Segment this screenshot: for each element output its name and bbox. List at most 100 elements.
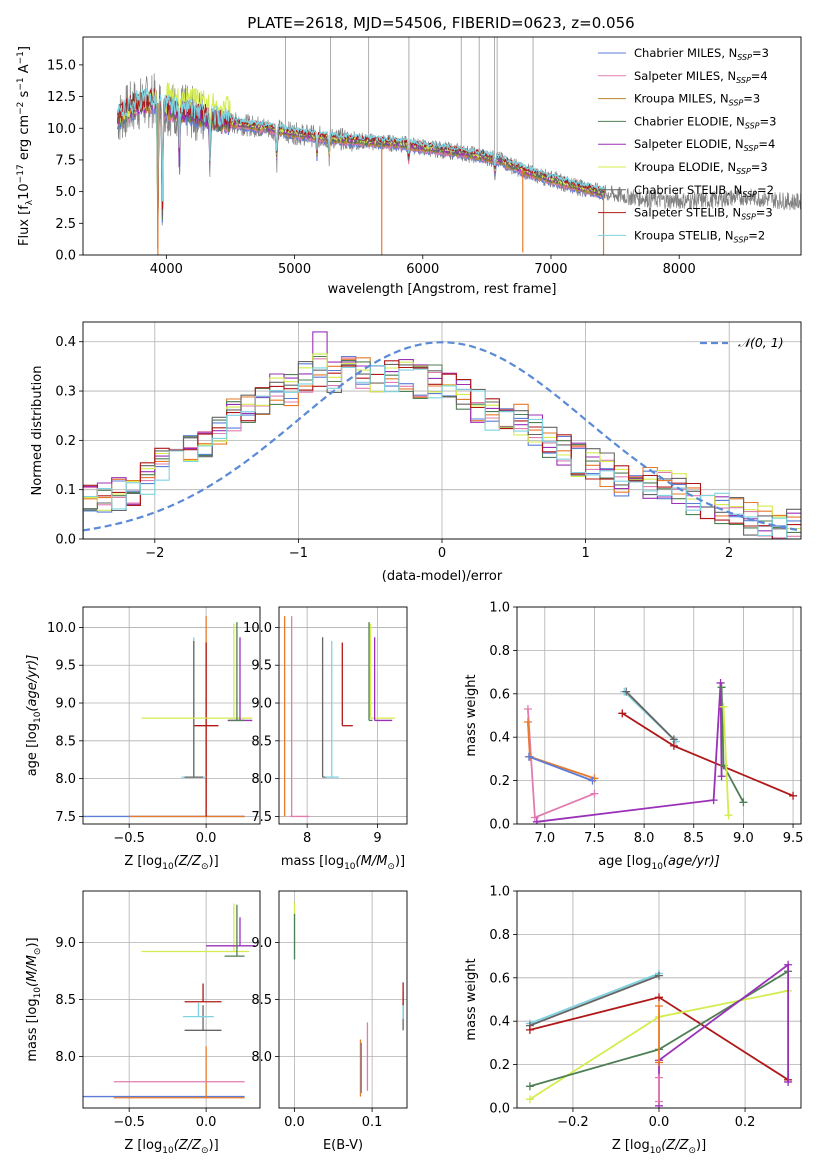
label-part: )] [209, 854, 219, 869]
legend-series-name: Salpeter ELODIE, N [634, 137, 744, 151]
error-bar-point [129, 616, 245, 818]
y-axis-label-group: Flux [fλ10−17 erg cm−2 s−1 A−1] [16, 46, 35, 246]
legend-label: Salpeter MILES, NSSP=4 [634, 69, 768, 85]
x-tick-label: 1 [581, 546, 589, 561]
x-tick-label: 0.1 [362, 1115, 383, 1130]
y-tick-label: 0.8 [489, 644, 510, 659]
y-tick-label: 9.0 [55, 697, 76, 712]
axes-frame [82, 606, 261, 825]
axes-frame [82, 890, 261, 1109]
x-axis-label: Z [log10(Z/Z⊙)] [124, 854, 218, 872]
weight-marker [717, 683, 726, 692]
grid [279, 891, 407, 1108]
y-tick-label: 8.0 [55, 772, 76, 787]
x-tick-label: 5000 [278, 262, 311, 277]
legend-label: Salpeter STELIB, NSSP=3 [634, 206, 773, 222]
weight-marker [655, 1097, 663, 1106]
axes-frame [82, 321, 802, 540]
mass-vs-extinction-panel: 0.0 0.1 8.0 8.5 9.0 E(B-V) [251, 890, 408, 1153]
weight-marker [716, 678, 725, 687]
axes-frame [516, 606, 802, 825]
label-part: (Z/Z [174, 1138, 202, 1153]
label-part: −17 [16, 164, 26, 183]
legend-count: =3 [751, 160, 768, 174]
error-bar-point [113, 1046, 245, 1099]
weight-marker [525, 1095, 534, 1104]
weight-series [525, 971, 663, 1030]
x-tick-label: 8.5 [683, 831, 704, 846]
label-part: −1 [16, 51, 26, 64]
y-tick-label: 0.2 [55, 434, 76, 449]
legend-subscript: SSP [734, 235, 749, 244]
y-tick-label: 0.4 [55, 335, 76, 350]
y-tick-label: 7.5 [55, 810, 76, 825]
y-tick-label: 0.6 [489, 687, 510, 702]
legend-count: =2 [757, 183, 774, 197]
weight-marker [525, 1025, 534, 1034]
weight-series [655, 1002, 663, 1067]
x-axis-label: Z [log10(Z/Z⊙)] [124, 1138, 218, 1156]
error-bar-point [368, 622, 373, 722]
legend-series-name: Kroupa MILES, N [634, 92, 729, 106]
x-tick-label: 0.0 [284, 1115, 305, 1130]
x-tick-label: 8000 [663, 262, 696, 277]
y-tick-label: 0.0 [55, 249, 76, 264]
weight-marker [784, 1077, 793, 1086]
weight-line [527, 721, 595, 780]
x-tick-label: 4000 [150, 262, 183, 277]
legend-subscript: SSP [742, 190, 757, 199]
label-part: (Z/Z [174, 854, 202, 869]
legend-series-name: Chabrier ELODIE, N [634, 114, 745, 128]
legend-subscript: SSP [729, 99, 744, 108]
weight-line [658, 963, 789, 1106]
label-part: 10 [33, 711, 43, 723]
y-tick-label: 0.0 [489, 818, 510, 833]
error-bar-point [341, 642, 353, 727]
age-vs-metallicity-panel: −0.5 0.07.58.08.59.09.510.0Z [log10(Z/Z⊙)… [25, 606, 261, 872]
y-tick-label: 0.2 [489, 1058, 510, 1073]
y-axis-label: age [log10(age/yr)] [25, 655, 43, 777]
y-tick-label: 10.0 [47, 122, 76, 137]
label-part: )] [395, 854, 405, 869]
y-axis-label: mass [log10(M/M⊙)] [25, 937, 43, 1061]
error-bar-point [206, 917, 256, 947]
grid [279, 607, 407, 824]
legend-label: Salpeter ELODIE, NSSP=4 [634, 137, 775, 153]
legend-subscript: SSP [736, 76, 751, 85]
weight-series [655, 1073, 663, 1106]
histogram-step-line [83, 365, 801, 539]
mass-vs-metallicity-panel: −0.5 0.08.08.59.0Z [log10(Z/Z⊙)]mass [log… [25, 890, 261, 1156]
figure-title: PLATE=2618, MJD=54506, FIBERID=0623, z=0… [247, 14, 634, 32]
x-tick-label: 7.5 [584, 831, 605, 846]
weight-marker [709, 796, 718, 805]
weight-vs-metallicity-panel: −0.2 0.0 0.2 0.0 0.2 0.4 0.6 0.8 1.0 Z [log10(Z/Z… [464, 885, 802, 1156]
spectrum-panel: 4000 5000 6000 7000 8000 0.0 2.5 5.0 7.5 10.0 12.5… [16, 36, 802, 297]
error-bar-point [224, 904, 245, 957]
weight-line [529, 974, 660, 1027]
label-part: −2 [16, 102, 26, 115]
y-tick-label: 10.0 [47, 621, 76, 636]
y-axis-label-group: mass [log10(M/M⊙)] [25, 937, 43, 1061]
x-tick-label: 0 [438, 546, 446, 561]
x-tick-label: 0.0 [196, 1115, 217, 1130]
label-part: age [log [598, 854, 651, 869]
label-part: (M/M [25, 955, 40, 987]
legend-label: Chabrier MILES, NSSP=3 [634, 46, 769, 62]
y-tick-label: 7.5 [251, 810, 272, 825]
error-bar-point [193, 642, 219, 817]
label-part: ⊙ [33, 948, 43, 956]
label-part: ⊙ [201, 862, 209, 872]
y-tick-label: 1.0 [489, 601, 510, 616]
x-tick-label: 9.5 [783, 831, 804, 846]
error-bar-point [227, 637, 253, 722]
weight-marker [525, 1082, 534, 1091]
x-tick-label: 2 [725, 546, 733, 561]
label-part: Z [log [612, 1138, 650, 1153]
axes-frame [516, 890, 802, 1109]
y-tick-label: 8.0 [251, 772, 272, 787]
label-part: A [17, 64, 32, 77]
y-tick-label: 15.0 [47, 58, 76, 73]
weight-line [536, 682, 723, 823]
y-tick-label: 2.5 [55, 217, 76, 232]
weight-series [717, 683, 748, 807]
